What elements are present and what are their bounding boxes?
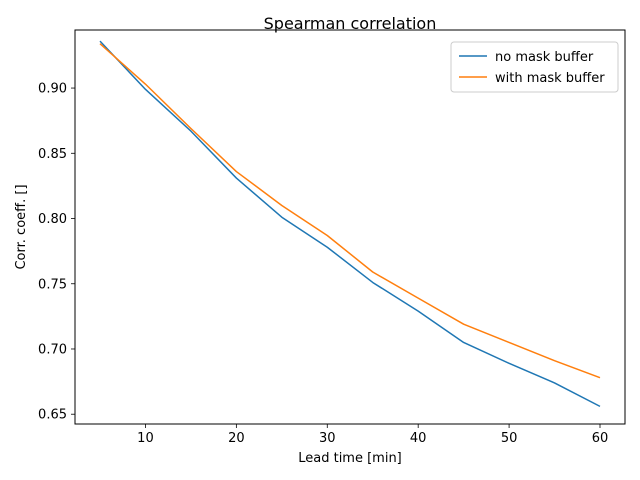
legend: no mask buffer with mask buffer	[450, 41, 619, 93]
series-line-no-mask-buffer	[99, 40, 601, 408]
x-tick-label: 30	[319, 431, 336, 446]
y-axis-label: Corr. coeff. []	[14, 184, 29, 269]
x-axis-label: Lead time [min]	[298, 451, 402, 466]
legend-box	[450, 41, 619, 93]
x-tick-label: 10	[137, 431, 154, 446]
y-tick-label: 0.70	[38, 342, 67, 357]
x-tick-label: 60	[592, 431, 609, 446]
chart-title: Spearman correlation	[264, 14, 437, 33]
y-axis: 0.65 0.70 0.75 0.80 0.85 0.90	[38, 82, 75, 423]
x-tick-label: 20	[228, 431, 245, 446]
y-tick-label: 0.80	[38, 212, 67, 227]
x-axis: 10 20 30 40 50 60	[137, 424, 608, 446]
y-tick-label: 0.75	[38, 277, 67, 292]
y-tick-label: 0.85	[38, 147, 67, 162]
series-line-with-mask-buffer	[99, 43, 601, 379]
legend-label-no-mask-buffer: no mask buffer	[495, 50, 594, 65]
x-tick-label: 40	[410, 431, 427, 446]
plot-lines	[99, 40, 601, 408]
y-tick-label: 0.65	[38, 408, 67, 423]
y-tick-label: 0.90	[38, 82, 67, 97]
legend-label-with-mask-buffer: with mask buffer	[495, 71, 605, 86]
x-tick-label: 50	[501, 431, 518, 446]
plot-frame	[74, 29, 626, 425]
